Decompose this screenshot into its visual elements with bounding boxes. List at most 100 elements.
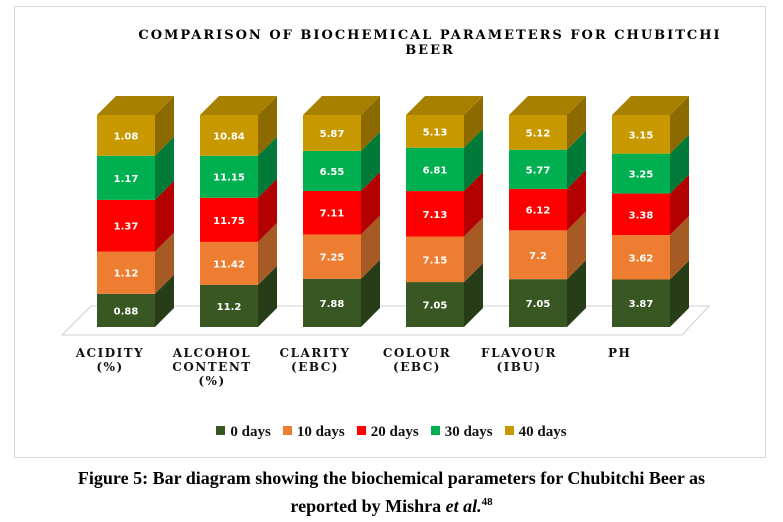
bar-front xyxy=(612,153,670,194)
bar-side xyxy=(464,263,483,327)
legend-label: 10 days xyxy=(296,424,345,440)
legend-item: 10 days xyxy=(282,424,345,441)
bar-segment-4-3: 5.77 xyxy=(509,130,586,189)
bar-front xyxy=(200,284,258,327)
legend-item: 30 days xyxy=(430,424,493,441)
bar-side xyxy=(155,136,174,200)
data-label: 7.15 xyxy=(423,255,448,266)
bar-front xyxy=(97,199,155,252)
bar-front xyxy=(97,293,155,327)
data-label: 6.81 xyxy=(423,165,448,176)
data-label: 11.75 xyxy=(213,216,245,227)
bar-segment-4-1: 7.2 xyxy=(509,211,586,280)
data-label: 7.11 xyxy=(320,209,345,220)
bar-top xyxy=(303,96,380,115)
bar-segment-3-2: 7.13 xyxy=(406,172,483,237)
bar-segment-2-4: 5.87 xyxy=(303,96,380,151)
data-label: 11.42 xyxy=(213,259,245,270)
bar-top xyxy=(509,96,586,115)
bar-segment-2-1: 7.25 xyxy=(303,215,380,279)
bar-side xyxy=(567,169,586,231)
category-label-line: (IBU) xyxy=(496,360,542,374)
bar-side xyxy=(258,136,277,198)
bar-side xyxy=(258,265,277,327)
bar-front xyxy=(303,150,361,191)
bar-side xyxy=(670,96,689,154)
bar-segment-1-2: 11.75 xyxy=(200,178,277,242)
bar-segment-5-4: 3.15 xyxy=(612,96,689,154)
bar-segment-4-4: 5.12 xyxy=(509,96,586,150)
bar-front xyxy=(509,188,567,231)
data-label: 6.55 xyxy=(320,167,345,178)
bar-segment-3-1: 7.15 xyxy=(406,217,483,283)
data-label: 3.38 xyxy=(629,210,654,221)
data-label: 3.87 xyxy=(629,299,654,310)
category-label-line: PH xyxy=(608,346,632,360)
category-label-line: (EBC) xyxy=(291,360,339,374)
bar-front xyxy=(303,190,361,235)
legend-swatch xyxy=(504,426,514,435)
bar-side xyxy=(361,96,380,151)
legend-swatch xyxy=(216,426,226,435)
bar-side xyxy=(155,180,174,252)
bar-front xyxy=(612,193,670,236)
category-label: ACIDITY (%) xyxy=(60,346,160,374)
data-label: 10.84 xyxy=(213,131,245,142)
bar-top xyxy=(97,96,174,115)
bar-side xyxy=(258,178,277,242)
bar-segment-0-1: 1.12 xyxy=(97,232,174,294)
bar-side xyxy=(670,134,689,194)
bar-side xyxy=(464,128,483,192)
bar-side xyxy=(670,216,689,280)
legend-label: 40 days xyxy=(518,424,567,440)
bar-front xyxy=(97,155,155,200)
bar-side xyxy=(670,260,689,327)
chart-title-line-1: COMPARISON OF BIOCHEMICAL PARAMETERS FOR… xyxy=(138,28,722,43)
bar-front xyxy=(612,279,670,327)
category-label-line: (EBC) xyxy=(393,360,441,374)
bar-segment-1-0: 11.2 xyxy=(200,265,277,327)
legend-item: 0 days xyxy=(216,424,271,441)
data-label: 3.25 xyxy=(629,170,654,181)
bar-segment-3-0: 7.05 xyxy=(406,263,483,327)
bar-segment-0-0: 0.88 xyxy=(97,274,174,327)
bar-side xyxy=(258,222,277,285)
bar-side xyxy=(361,171,380,235)
bar-side xyxy=(361,215,380,279)
data-label: 7.13 xyxy=(423,210,448,221)
bar-front xyxy=(612,235,670,280)
bar-segment-1-3: 11.15 xyxy=(200,136,277,198)
legend: 0 days 10 days 20 days 30 days 40 days xyxy=(0,424,783,441)
bar-segment-1-4: 10.84 xyxy=(200,96,277,156)
legend-swatch xyxy=(430,426,440,435)
data-label: 5.13 xyxy=(423,127,448,138)
legend-label: 20 days xyxy=(370,424,419,440)
bar-front xyxy=(406,191,464,237)
category-label-line: CONTENT xyxy=(172,360,252,374)
data-label: 3.15 xyxy=(629,130,654,141)
category-label-line: (%) xyxy=(96,360,124,374)
bar-front xyxy=(406,147,464,192)
data-label: 7.88 xyxy=(320,299,345,310)
data-label: 11.15 xyxy=(213,173,245,184)
bar-side xyxy=(258,96,277,156)
bar-segment-0-2: 1.37 xyxy=(97,180,174,252)
bar-side xyxy=(155,232,174,294)
category-label: ALCOHOL CONTENT (%) xyxy=(162,346,262,388)
caption-et-al: et al. xyxy=(445,496,482,516)
data-label: 1.37 xyxy=(114,222,139,233)
data-label: 7.05 xyxy=(526,299,551,310)
bar-segment-2-2: 7.11 xyxy=(303,171,380,235)
bar-side xyxy=(464,172,483,237)
bar-segment-0-4: 1.08 xyxy=(97,96,174,156)
category-label-line: ALCOHOL xyxy=(172,346,252,360)
bar-segment-5-3: 3.25 xyxy=(612,134,689,194)
category-label-line: COLOUR xyxy=(382,346,452,360)
bar-segment-4-2: 6.12 xyxy=(509,169,586,231)
bar-side xyxy=(361,259,380,327)
bar-segment-4-0: 7.05 xyxy=(509,260,586,327)
data-label: 11.2 xyxy=(217,302,242,313)
bar-side xyxy=(567,130,586,189)
category-label: PH xyxy=(608,346,708,360)
bar-top xyxy=(612,96,689,115)
